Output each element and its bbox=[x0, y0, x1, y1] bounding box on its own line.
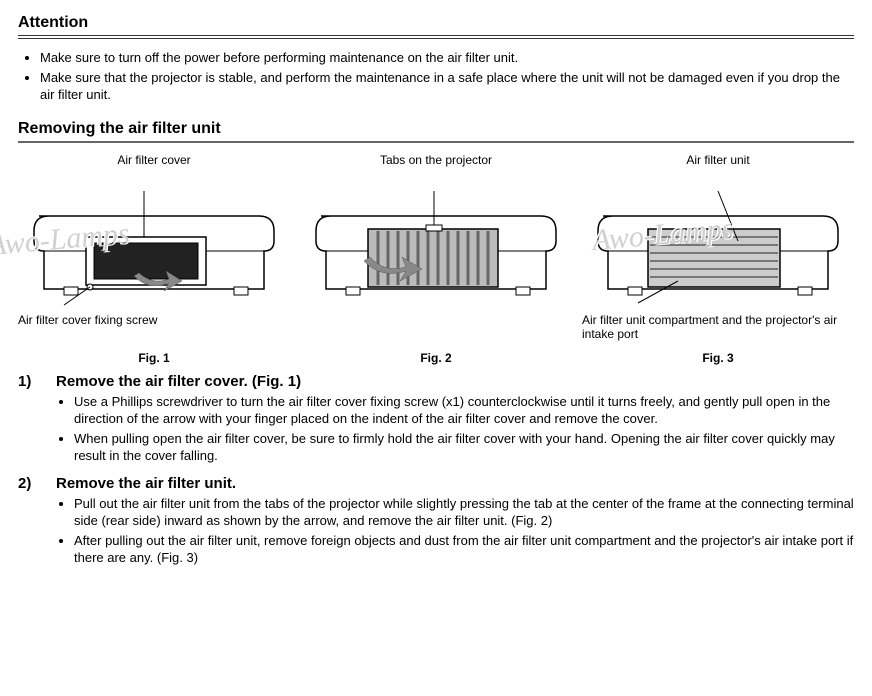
attention-list: Make sure to turn off the power before p… bbox=[18, 49, 854, 104]
fig1-caption: Fig. 1 bbox=[18, 351, 290, 365]
step-bullet: When pulling open the air filter cover, … bbox=[74, 430, 854, 465]
fig2-bottom-label bbox=[300, 313, 572, 343]
figure-1: Air filter cover Air filter cover fixing… bbox=[18, 153, 290, 365]
fig1-diagram bbox=[18, 171, 290, 311]
step-bullets: Pull out the air filter unit from the ta… bbox=[56, 495, 854, 567]
step-bullet: After pulling out the air filter unit, r… bbox=[74, 532, 854, 567]
fig3-top-label: Air filter unit bbox=[582, 153, 854, 169]
step-bullet: Pull out the air filter unit from the ta… bbox=[74, 495, 854, 530]
fig3-bottom-label: Air filter unit compartment and the proj… bbox=[582, 313, 854, 343]
fig3-diagram bbox=[582, 171, 854, 311]
attention-heading: Attention bbox=[18, 14, 854, 39]
figure-2: Tabs on the projector bbox=[300, 153, 572, 365]
figures-row: Air filter cover Air filter cover fixing… bbox=[18, 153, 854, 365]
step-item: Remove the air filter unit. Pull out the… bbox=[18, 475, 854, 567]
step-title: Remove the air filter cover. (Fig. 1) bbox=[56, 373, 854, 390]
fig2-top-label: Tabs on the projector bbox=[300, 153, 572, 169]
step-bullet: Use a Phillips screwdriver to turn the a… bbox=[74, 393, 854, 428]
figure-3: Air filter unit Air filter unit compartm… bbox=[582, 153, 854, 365]
fig1-bottom-label: Air filter cover fixing screw bbox=[18, 313, 290, 343]
fig2-diagram bbox=[300, 171, 572, 311]
step-bullets: Use a Phillips screwdriver to turn the a… bbox=[56, 393, 854, 465]
fig3-caption: Fig. 3 bbox=[582, 351, 854, 365]
attention-bullet: Make sure that the projector is stable, … bbox=[40, 69, 854, 104]
fig2-caption: Fig. 2 bbox=[300, 351, 572, 365]
step-title: Remove the air filter unit. bbox=[56, 475, 854, 492]
removing-heading: Removing the air filter unit bbox=[18, 120, 854, 143]
fig1-top-label: Air filter cover bbox=[18, 153, 290, 169]
attention-bullet: Make sure to turn off the power before p… bbox=[40, 49, 854, 67]
steps-list: Remove the air filter cover. (Fig. 1) Us… bbox=[18, 373, 854, 567]
step-item: Remove the air filter cover. (Fig. 1) Us… bbox=[18, 373, 854, 465]
